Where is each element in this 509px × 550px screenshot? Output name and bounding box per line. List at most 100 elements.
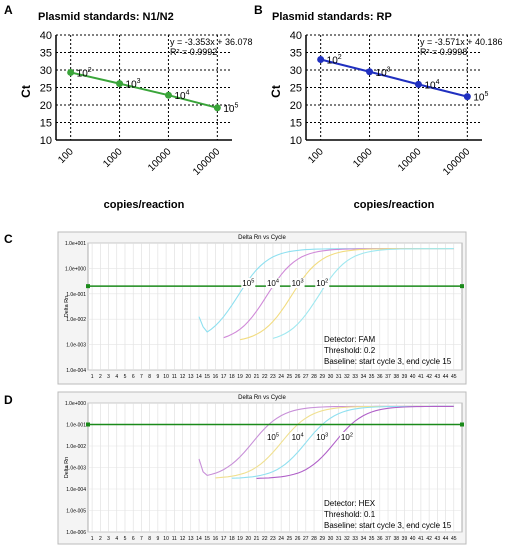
y-axis-label: Ct xyxy=(269,85,283,98)
label-base: 10 xyxy=(223,104,235,115)
point-label: 102 xyxy=(77,67,92,80)
x-tick-label: 11 xyxy=(172,374,177,380)
y-tick-label: 1.0e-005 xyxy=(66,509,86,515)
x-tick-label: 37 xyxy=(385,536,391,542)
plot-area xyxy=(87,242,463,371)
y-axis-label: Delta Rn xyxy=(64,457,70,478)
x-tick-label: 37 xyxy=(385,374,391,380)
x-tick-label: 3 xyxy=(107,374,110,380)
label-base: 10 xyxy=(316,279,325,288)
x-tick-label: 34 xyxy=(361,374,367,380)
x-tick-label: 17 xyxy=(221,374,227,380)
label-base: 10 xyxy=(341,433,350,442)
y-tick-label: 1.0e+001 xyxy=(65,241,86,247)
x-tick-label: 15 xyxy=(204,536,210,542)
x-tick-label: 5 xyxy=(124,536,127,542)
data-point xyxy=(414,80,422,88)
x-tick-label: 16 xyxy=(213,536,219,542)
x-tick-label: 10000 xyxy=(146,146,174,174)
r-squared-label: R² = 0.9992 xyxy=(170,47,217,57)
label-base: 10 xyxy=(174,91,186,102)
y-tick-label: 40 xyxy=(40,30,52,42)
curve-label: 103 xyxy=(292,278,304,288)
info-line: Baseline: start cycle 3, end cycle 15 xyxy=(324,357,452,366)
x-tick-label: 43 xyxy=(435,374,441,380)
x-tick-label: 20 xyxy=(246,374,252,380)
data-point xyxy=(317,56,325,63)
y-tick-label: 1.0e-003 xyxy=(66,343,86,349)
x-tick-label: 19 xyxy=(237,536,243,542)
y-tick-label: 20 xyxy=(40,100,52,112)
x-tick-label: 32 xyxy=(344,374,350,380)
x-tick-label: 42 xyxy=(426,374,432,380)
x-tick-label: 100 xyxy=(306,146,326,166)
x-tick-label: 35 xyxy=(369,374,375,380)
std-curve-panel-a: A Plasmid standards: N1/N2101520253035401… xyxy=(4,3,253,211)
x-tick-label: 29 xyxy=(319,536,325,542)
x-tick-label: 30 xyxy=(328,374,334,380)
x-tick-label: 30 xyxy=(328,536,334,542)
x-tick-label: 28 xyxy=(311,536,317,542)
threshold-handle-left xyxy=(86,422,90,427)
label-base: 10 xyxy=(126,80,138,91)
y-tick-label: 1.0e-002 xyxy=(66,317,86,323)
point-label: 104 xyxy=(174,90,189,103)
x-tick-label: 41 xyxy=(418,374,424,380)
label-exponent: 4 xyxy=(276,278,279,284)
x-tick-label: 39 xyxy=(402,536,408,542)
y-tick-label: 1.0e+000 xyxy=(65,266,86,272)
x-tick-label: 18 xyxy=(229,536,235,542)
series-line xyxy=(70,71,218,109)
x-tick-label: 21 xyxy=(254,536,260,542)
x-tick-label: 31 xyxy=(336,536,342,542)
x-tick-label: 38 xyxy=(393,536,399,542)
x-tick-label: 22 xyxy=(262,374,268,380)
x-tick-label: 1 xyxy=(91,536,94,542)
point-label: 103 xyxy=(126,78,141,91)
x-tick-label: 19 xyxy=(237,374,243,380)
r-squared-label: R² = 0.9998 xyxy=(420,47,467,57)
x-tick-label: 5 xyxy=(124,374,127,380)
x-tick-label: 26 xyxy=(295,374,301,380)
curve-label-bg xyxy=(265,432,280,442)
x-tick-label: 16 xyxy=(213,374,219,380)
x-tick-label: 7 xyxy=(140,536,143,542)
x-tick-label: 6 xyxy=(132,374,135,380)
point-label: 102 xyxy=(327,54,342,67)
x-tick-label: 1000 xyxy=(351,146,375,170)
x-tick-label: 100000 xyxy=(441,146,473,178)
x-tick-label: 18 xyxy=(229,374,235,380)
panel-letter: C xyxy=(4,232,13,246)
x-tick-label: 44 xyxy=(443,536,449,542)
label-base: 10 xyxy=(267,279,276,288)
x-tick-label: 14 xyxy=(196,374,202,380)
y-tick-label: 35 xyxy=(290,48,302,60)
y-axis-label: Ct xyxy=(19,85,33,98)
x-tick-label: 1 xyxy=(91,374,94,380)
x-tick-label: 1000 xyxy=(101,146,125,170)
x-tick-label: 2 xyxy=(99,374,102,380)
x-tick-label: 31 xyxy=(336,374,342,380)
x-tick-label: 4 xyxy=(115,536,118,542)
amplification-curve xyxy=(256,405,454,479)
curve-label-bg xyxy=(265,278,280,288)
x-tick-label: 32 xyxy=(344,536,350,542)
label-exponent: 2 xyxy=(350,432,353,438)
info-line: Threshold: 0.2 xyxy=(324,346,376,355)
x-tick-label: 35 xyxy=(369,536,375,542)
point-label: 103 xyxy=(376,66,391,79)
x-tick-label: 24 xyxy=(278,374,284,380)
data-point xyxy=(164,91,172,99)
info-line: Detector: HEX xyxy=(324,499,376,508)
y-tick-label: 30 xyxy=(290,65,302,77)
x-axis-label: copies/reaction xyxy=(104,199,185,211)
curve-label: 102 xyxy=(316,278,328,288)
x-tick-label: 20 xyxy=(246,536,252,542)
chart-title: Plasmid standards: N1/N2 xyxy=(38,11,174,23)
x-tick-label: 43 xyxy=(435,536,441,542)
chart-title: Delta Rn vs Cycle xyxy=(238,395,286,401)
data-point xyxy=(366,68,374,76)
label-exponent: 5 xyxy=(251,278,254,284)
x-tick-label: 2 xyxy=(99,536,102,542)
